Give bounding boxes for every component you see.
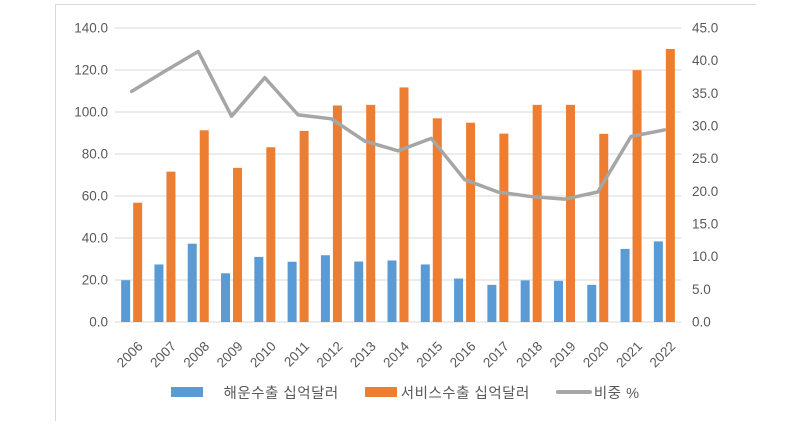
bar-service-2007 xyxy=(166,171,176,322)
bar-service-2022 xyxy=(665,49,675,322)
bar-shipping-2021 xyxy=(620,248,630,322)
bar-shipping-2012 xyxy=(320,255,330,322)
x-axis-tick-label: 2019 xyxy=(547,339,579,371)
legend-item-service: 서비스수출 십억달러 xyxy=(364,382,530,403)
cell-border-left xyxy=(55,4,56,421)
x-axis-tick-label: 2022 xyxy=(647,339,679,371)
legend-label-service: 서비스수출 십억달러 xyxy=(400,385,530,402)
bar-service-2018 xyxy=(532,104,542,322)
right-axis-tick-label: 5.0 xyxy=(692,282,711,297)
right-axis-tick-label: 30.0 xyxy=(692,119,718,134)
left-axis-tick-label: 120.0 xyxy=(74,63,108,78)
legend-swatch-service-bar xyxy=(364,387,397,397)
left-axis-tick-label: 20.0 xyxy=(82,273,108,288)
bar-service-2020 xyxy=(599,133,609,322)
x-axis-tick-label: 2006 xyxy=(114,339,146,371)
right-axis-tick-label: 15.0 xyxy=(692,217,718,232)
bar-shipping-2018 xyxy=(520,280,530,322)
x-axis-tick-label: 2013 xyxy=(347,339,379,371)
bar-shipping-2015 xyxy=(420,264,430,322)
x-axis-tick-label: 2007 xyxy=(147,339,179,371)
left-axis-tick-label: 140.0 xyxy=(74,21,108,36)
left-axis-tick-label: 80.0 xyxy=(82,147,108,162)
legend-label-ratio: 비중 % xyxy=(593,385,640,402)
x-axis-tick-label: 2011 xyxy=(281,339,312,370)
bar-shipping-2022 xyxy=(653,241,663,322)
bar-shipping-2019 xyxy=(553,280,563,322)
bar-shipping-2008 xyxy=(187,243,197,322)
right-axis-tick-label: 25.0 xyxy=(692,151,718,166)
left-axis-tick-label: 0.0 xyxy=(89,315,108,330)
chart-legend: 해운수출 십억달러 서비스수출 십억달러 비중 % xyxy=(55,380,755,404)
bar-service-2014 xyxy=(399,87,409,323)
right-axis-tick-label: 0.0 xyxy=(692,315,711,330)
bar-service-2011 xyxy=(299,130,309,322)
left-axis-tick-label: 100.0 xyxy=(74,105,108,120)
bar-service-2010 xyxy=(266,147,276,322)
bar-service-2021 xyxy=(632,70,642,323)
x-axis-tick-label: 2017 xyxy=(480,339,512,371)
x-axis-tick-label: 2021 xyxy=(613,339,645,371)
bar-shipping-2011 xyxy=(287,261,297,322)
bar-shipping-2006 xyxy=(121,280,131,322)
x-axis-tick-label: 2018 xyxy=(513,339,545,371)
bar-service-2012 xyxy=(332,105,342,323)
bar-service-2013 xyxy=(366,104,376,322)
line-series-ratio xyxy=(129,49,667,201)
right-axis-tick-label: 20.0 xyxy=(692,184,718,199)
x-axis-tick-label: 2020 xyxy=(580,339,612,371)
left-axis-tick-label: 60.0 xyxy=(82,189,108,204)
legend-swatch-shipping-bar xyxy=(170,387,203,397)
x-axis-tick-label: 2016 xyxy=(447,339,479,371)
x-axis-tick-label: 2009 xyxy=(214,339,246,371)
right-axis-tick-label: 10.0 xyxy=(692,249,718,264)
right-axis-tick-label: 45.0 xyxy=(692,21,718,36)
bar-shipping-2013 xyxy=(354,261,364,322)
bar-shipping-2020 xyxy=(587,284,597,322)
bar-service-2017 xyxy=(499,133,509,322)
x-axis-tick-label: 2012 xyxy=(314,339,346,371)
bar-shipping-2009 xyxy=(221,273,231,322)
x-axis-tick-label: 2010 xyxy=(247,339,279,371)
bar-service-2019 xyxy=(565,104,575,322)
x-axis-tick-label: 2008 xyxy=(181,339,213,371)
bar-shipping-2016 xyxy=(454,278,464,322)
legend-item-shipping: 해운수출 십억달러 xyxy=(170,382,339,403)
bar-service-2015 xyxy=(432,118,442,322)
bar-shipping-2007 xyxy=(154,264,164,322)
right-axis-tick-label: 40.0 xyxy=(692,53,718,68)
legend-item-ratio: 비중 % xyxy=(555,382,640,403)
cell-border-top xyxy=(55,4,756,5)
bar-shipping-2017 xyxy=(487,284,497,322)
bar-service-2006 xyxy=(133,202,143,322)
right-axis-tick-label: 35.0 xyxy=(692,86,718,101)
bar-service-2008 xyxy=(199,130,209,322)
left-axis-tick-label: 40.0 xyxy=(82,231,108,246)
legend-swatch-ratio-line xyxy=(555,390,592,394)
x-axis-tick-label: 2015 xyxy=(414,339,446,371)
legend-label-shipping: 해운수출 십억달러 xyxy=(223,385,339,402)
bar-shipping-2014 xyxy=(387,260,397,322)
bar-service-2016 xyxy=(466,122,476,323)
x-axis-tick-label: 2014 xyxy=(380,338,412,370)
bar-service-2009 xyxy=(233,167,243,322)
bar-shipping-2010 xyxy=(254,256,264,322)
